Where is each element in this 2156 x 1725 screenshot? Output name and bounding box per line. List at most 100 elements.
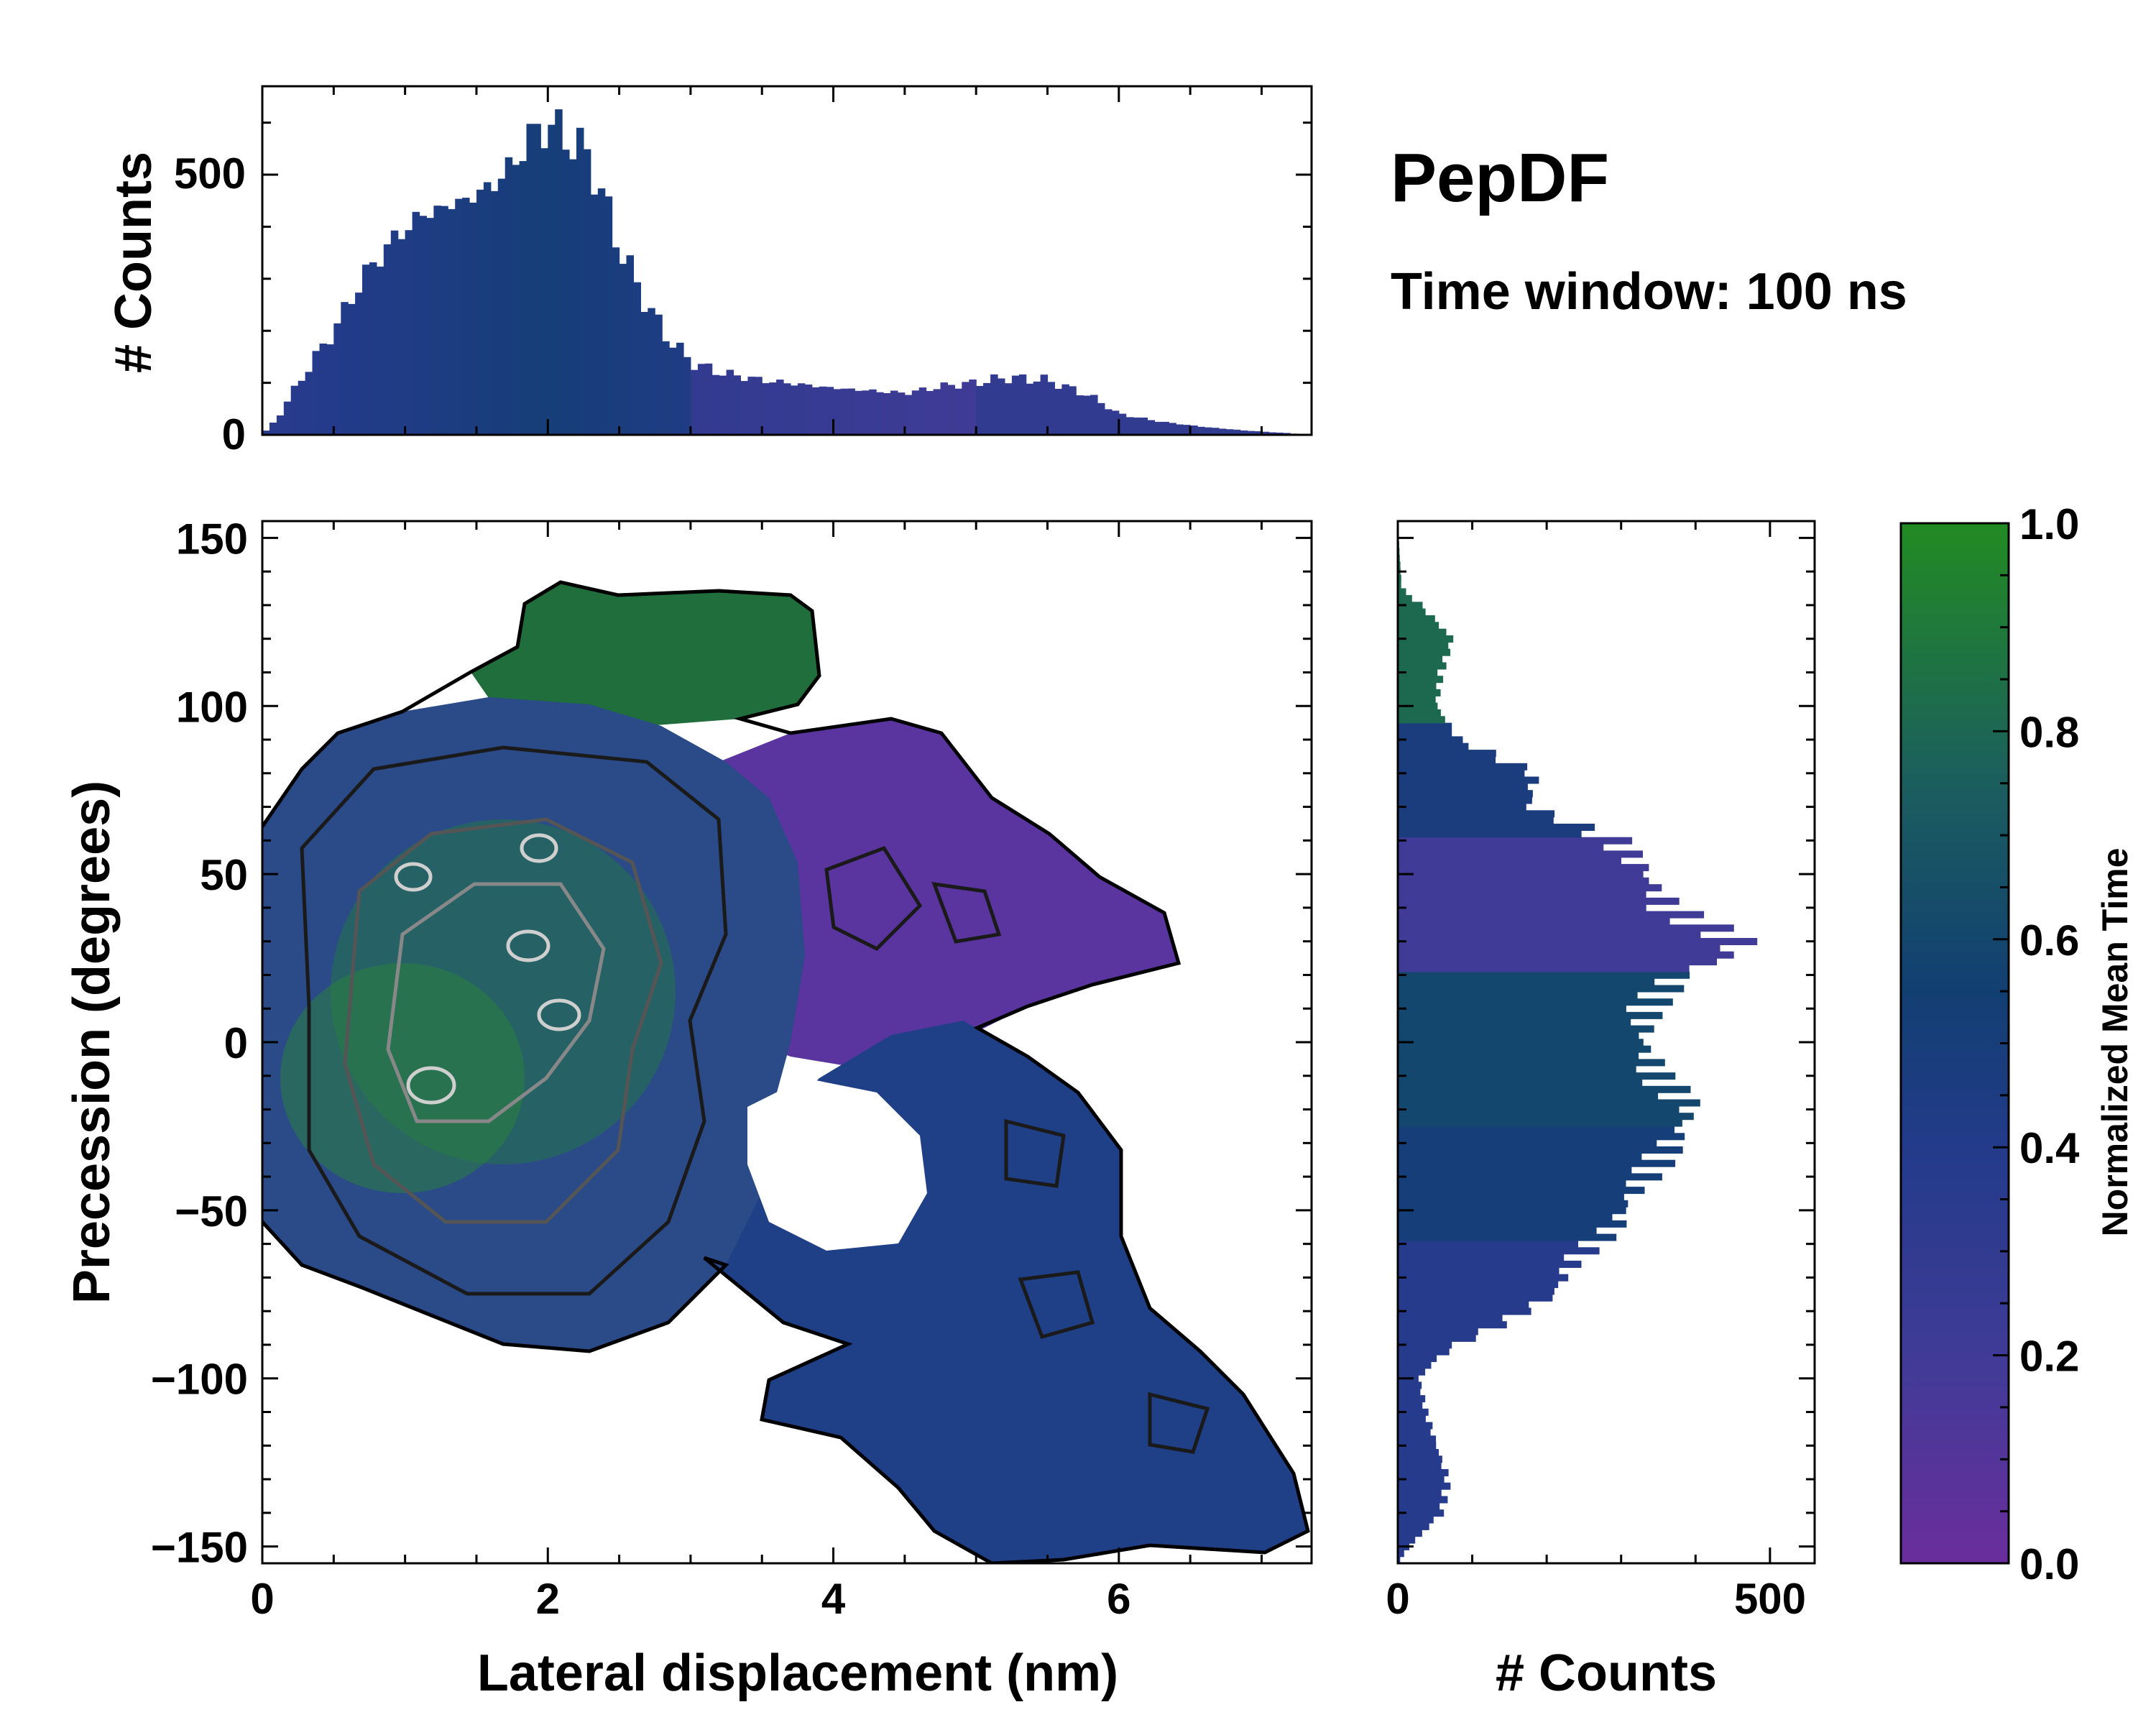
top-histogram-bar <box>876 392 884 435</box>
right-histogram-bar <box>1398 1314 1503 1322</box>
top-histogram-bar <box>1140 418 1148 435</box>
right-histogram-bar <box>1398 1011 1663 1019</box>
purple-contour-2 <box>931 881 1002 944</box>
top-histogram-bar <box>733 375 741 435</box>
top-histogram-bar <box>1240 430 1248 435</box>
main-ytick-label: 0 <box>224 1019 248 1067</box>
top-histogram-bar <box>1212 428 1220 435</box>
right-histogram-bar <box>1398 790 1533 798</box>
right-histogram-bar <box>1398 1079 1643 1087</box>
top-histogram-bar <box>1083 395 1091 435</box>
right-histogram-bar <box>1398 1187 1645 1195</box>
heatmap-region-upper-green <box>471 582 819 726</box>
right-histogram-bar <box>1398 911 1705 919</box>
right-histogram-bar <box>1398 756 1496 764</box>
main-ylabel: Precession (degrees) <box>63 781 121 1304</box>
top-histogram-bar <box>869 389 877 435</box>
top-histogram-bar <box>269 423 277 435</box>
right-histogram-bar <box>1398 1455 1442 1463</box>
top-histogram-bar <box>376 266 384 435</box>
main-xtick-labels: 0 2 4 6 <box>250 1575 1130 1623</box>
top-histogram-bar <box>1254 431 1262 435</box>
right-histogram-bar <box>1398 1428 1431 1436</box>
top-histogram-bar <box>419 216 427 435</box>
top-histogram-bar <box>1197 426 1205 435</box>
right-histogram-bar <box>1398 1301 1529 1309</box>
top-histogram-bar <box>998 378 1005 435</box>
top-histogram-bar <box>1268 432 1276 435</box>
top-histogram-frame <box>261 85 1313 436</box>
right-histogram-bar <box>1398 904 1646 912</box>
top-histogram-bar <box>719 375 727 435</box>
top-histogram-bar <box>797 383 806 435</box>
right-histogram-bar <box>1398 1233 1617 1241</box>
top-histogram-bar <box>1276 432 1284 435</box>
top-histogram-bar <box>1033 381 1041 435</box>
right-histogram-bar <box>1398 1368 1426 1376</box>
right-histogram-bar <box>1398 1247 1600 1255</box>
right-histogram-bar <box>1398 1018 1631 1026</box>
top-histogram-bar <box>412 211 420 435</box>
right-histogram-bar <box>1398 958 1717 966</box>
right-histogram-bar <box>1398 635 1454 643</box>
right-histogram-bar <box>1398 1449 1439 1456</box>
top-histogram-bar <box>840 388 848 435</box>
right-histogram-bar <box>1398 1039 1644 1046</box>
right-histogram-bar <box>1398 1133 1685 1141</box>
colorbar-gradient <box>1901 523 2009 1563</box>
main-ytick-label: −100 <box>151 1356 248 1404</box>
right-histogram-bar <box>1398 608 1426 616</box>
right-histogram-bar <box>1398 816 1554 824</box>
right-histogram-bar <box>1398 1005 1626 1013</box>
top-histogram-bar <box>612 247 620 435</box>
right-histogram-bar <box>1398 1489 1442 1497</box>
top-histogram-bar <box>662 341 670 435</box>
right-histogram-bar <box>1398 978 1655 986</box>
right-histogram-bar <box>1398 897 1680 905</box>
density-peak-markers <box>394 833 581 1105</box>
top-histogram-bar <box>1111 410 1120 435</box>
top-histogram-bar <box>811 387 820 435</box>
top-histogram-bar <box>1018 374 1027 435</box>
right-histogram-bar <box>1398 648 1451 656</box>
right-histogram-bar <box>1398 1025 1654 1033</box>
top-histogram-bar <box>962 382 969 435</box>
blue-contour-3 <box>1148 1392 1210 1454</box>
top-histogram-bar <box>983 382 991 435</box>
top-histogram-bar <box>262 431 270 435</box>
inner-contour-3 <box>386 882 606 1123</box>
top-histogram-bar <box>933 389 941 435</box>
right-histogram-bar <box>1398 1422 1433 1430</box>
top-histogram-ylabel: # Counts <box>105 152 162 373</box>
top-histogram-bar <box>1125 417 1134 435</box>
main-xlabel: Lateral displacement (nm) <box>477 1644 1118 1702</box>
purple-contour-1 <box>824 845 923 952</box>
top-histogram-bar <box>405 230 413 435</box>
right-histogram-bar <box>1398 985 1685 993</box>
right-histogram-bar <box>1398 1348 1450 1356</box>
top-ytick-label-500: 500 <box>174 150 246 198</box>
chart-title: PepDF <box>1391 139 1609 216</box>
top-histogram-bar <box>583 149 591 435</box>
colorbar: 1.0 0.8 0.6 0.4 0.2 0.0 Normalized Mean Time <box>1899 500 2135 1588</box>
right-histogram-bar <box>1398 944 1720 952</box>
top-histogram-bar <box>954 388 962 435</box>
top-histogram-bar <box>1105 409 1112 435</box>
inner-contour-2 <box>343 817 663 1224</box>
right-histogram-bar <box>1398 622 1439 630</box>
top-histogram-bar <box>683 356 691 435</box>
main-heatmap: 150 100 50 0 −50 −100 −150 0 2 4 6 Lateral displa… <box>63 515 1313 1702</box>
right-histogram-bar <box>1398 594 1412 602</box>
top-histogram-bar <box>740 381 748 435</box>
right-histogram-bar <box>1398 857 1621 865</box>
right-histogram-bar <box>1398 770 1525 778</box>
right-histogram-bar <box>1398 1496 1448 1504</box>
top-histogram-bar <box>290 385 299 435</box>
colorbar-tick-label: 0.6 <box>2019 916 2079 965</box>
top-histogram-bar <box>940 382 948 435</box>
right-histogram-bar <box>1398 1287 1554 1295</box>
right-histogram-bar <box>1398 1105 1680 1113</box>
right-histogram-bars <box>1398 521 1758 1564</box>
top-histogram-bar <box>462 198 470 435</box>
right-histogram-bar <box>1398 602 1423 610</box>
